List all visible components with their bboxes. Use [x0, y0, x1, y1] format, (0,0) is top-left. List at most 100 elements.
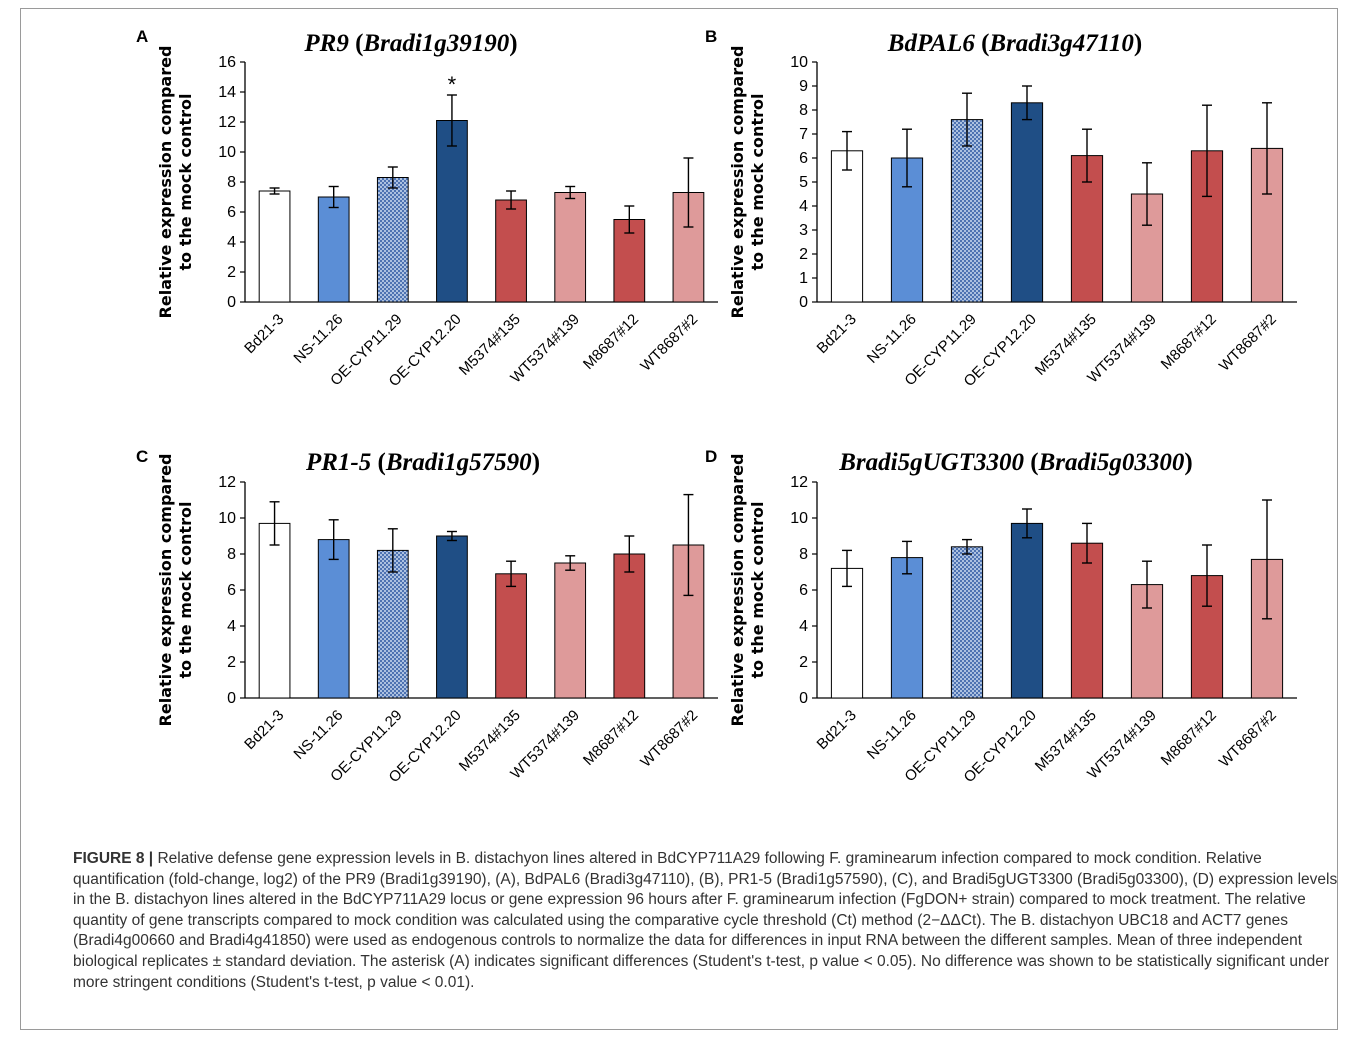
- y-tick-label: 2: [799, 654, 808, 671]
- x-tick-label: WT8687#2: [637, 311, 701, 375]
- chart-title-paren-open: (: [1030, 449, 1038, 476]
- chart-title-gene: PR9: [303, 30, 355, 57]
- x-tick-label: WT8687#2: [637, 707, 701, 771]
- bar-Bd21-3: [258, 522, 291, 699]
- y-axis-label-line2: to the mock control: [748, 502, 767, 679]
- y-axis-label-line1: Relative expression compared: [156, 46, 175, 319]
- x-tick-label: Bd21-3: [814, 707, 860, 753]
- y-tick-label: 12: [790, 474, 808, 491]
- y-tick-label: 4: [227, 234, 236, 251]
- bar-Bd21-3: [258, 190, 291, 303]
- bar-NS-11.26: [317, 196, 350, 303]
- figure-caption: FIGURE 8 | Relative defense gene express…: [73, 849, 1341, 993]
- y-axis-label-line1: Relative expression compared: [156, 454, 175, 727]
- y-tick-label: 2: [799, 246, 808, 263]
- y-tick-label: 10: [790, 54, 808, 71]
- chart-title-gene: BdPAL6: [887, 30, 981, 57]
- y-tick-label: 12: [218, 114, 236, 131]
- bar-Bd21-3: [830, 150, 864, 303]
- y-tick-label: 7: [799, 126, 808, 143]
- x-tick-label: Bd21-3: [814, 311, 860, 357]
- x-tick-label: M8687#12: [1158, 707, 1220, 769]
- y-tick-label: 12: [218, 474, 236, 491]
- y-axis-label-line1: Relative expression compared: [728, 46, 747, 319]
- y-tick-label: 0: [227, 690, 236, 707]
- y-tick-label: 0: [799, 294, 808, 311]
- y-tick-label: 2: [227, 264, 236, 281]
- chart-title-locus: Bradi5g03300: [1038, 449, 1185, 476]
- bar-M5374#135: [495, 199, 527, 303]
- caption-label: FIGURE 8 |: [73, 850, 154, 867]
- x-tick-label: WT8687#2: [1216, 311, 1280, 375]
- y-tick-label: 10: [790, 510, 808, 527]
- chart-title-paren-open: (: [378, 449, 386, 476]
- chart-title-paren-close: ): [532, 449, 540, 476]
- bar-Bd21-3: [830, 567, 864, 699]
- y-tick-label: 4: [799, 198, 808, 215]
- bar-NS-11.26: [890, 557, 924, 699]
- chart-title-paren-open: (: [981, 30, 989, 57]
- x-tick-label: Bd21-3: [241, 311, 287, 357]
- x-tick-label: WT8687#2: [1216, 707, 1280, 771]
- bar-OE-CYP12.20: [436, 120, 468, 303]
- chart-title-gene: Bradi5gUGT3300: [838, 449, 1030, 476]
- chart-title-gene: PR1-5: [305, 449, 378, 476]
- panel-letter: A: [136, 27, 148, 46]
- chart-title-locus: Bradi1g57590: [385, 449, 532, 476]
- caption-text: Relative defense gene expression levels …: [73, 850, 1338, 991]
- chart-title: Bradi5gUGT3300 (Bradi5g03300): [838, 449, 1193, 476]
- y-tick-label: 10: [218, 510, 236, 527]
- bar-WT5374#139: [554, 192, 587, 303]
- chart-title-locus: Bradi1g39190: [362, 30, 509, 57]
- y-tick-label: 4: [799, 618, 808, 635]
- y-tick-label: 2: [227, 654, 236, 671]
- y-axis-label-line2: to the mock control: [176, 94, 195, 271]
- y-tick-label: 6: [799, 582, 808, 599]
- chart-panel-a: A PR9 (Bradi1g39190) Relative expression c…: [136, 27, 718, 390]
- y-tick-label: 3: [799, 222, 808, 239]
- y-tick-label: 6: [227, 582, 236, 599]
- y-tick-label: 14: [218, 84, 236, 101]
- charts-canvas: A PR9 (Bradi1g39190)Relative expression c…: [136, 27, 1297, 786]
- chart-title-paren-open: (: [355, 30, 363, 57]
- x-tick-label: NS-11.26: [290, 311, 346, 367]
- bar-OE-CYP11.29: [376, 177, 409, 303]
- y-tick-label: 8: [227, 174, 236, 191]
- x-tick-label: NS-11.26: [290, 707, 346, 763]
- y-tick-label: 0: [799, 690, 808, 707]
- y-tick-label: 8: [227, 546, 236, 563]
- panel-letter: C: [136, 447, 148, 466]
- y-tick-label: 6: [227, 204, 236, 221]
- x-tick-label: NS-11.26: [864, 311, 920, 367]
- x-tick-label: Bd21-3: [241, 707, 287, 753]
- chart-title: PR9 (Bradi1g39190): [303, 30, 517, 57]
- chart-title-paren-close: ): [1134, 30, 1142, 57]
- chart-title: BdPAL6 (Bradi3g47110): [887, 30, 1142, 57]
- y-tick-label: 8: [799, 546, 808, 563]
- figure-frame: A PR9 (Bradi1g39190) Relative expression c…: [20, 8, 1338, 1030]
- panel-letter: B: [705, 27, 717, 46]
- y-tick-label: 10: [218, 144, 236, 161]
- chart-panel-c: C PR1-5 (Bradi1g57590) Relative expression…: [136, 447, 718, 786]
- y-tick-label: 0: [227, 294, 236, 311]
- y-tick-label: 9: [799, 78, 808, 95]
- x-tick-label: M8687#12: [1158, 311, 1220, 373]
- bar-OE-CYP11.29: [950, 546, 984, 699]
- chart-panel-d: D Bradi5gUGT3300 (Bradi5g03300) Relative e…: [705, 447, 1297, 786]
- chart-title-paren-close: ): [509, 30, 517, 57]
- bar-M5374#135: [495, 573, 527, 699]
- y-tick-label: 16: [218, 54, 236, 71]
- bar-NS-11.26: [317, 539, 350, 699]
- chart-title-locus: Bradi3g47110: [988, 30, 1134, 57]
- y-axis-label-line2: to the mock control: [176, 502, 195, 679]
- bar-WT5374#139: [554, 562, 587, 699]
- y-axis-label-line2: to the mock control: [748, 94, 767, 271]
- x-tick-label: NS-11.26: [864, 707, 920, 763]
- chart-title: PR1-5 (Bradi1g57590): [305, 449, 540, 476]
- significance-asterisk: *: [448, 72, 457, 97]
- y-tick-label: 6: [799, 150, 808, 167]
- bar-M8687#12: [613, 553, 646, 699]
- bar-OE-CYP11.29: [950, 119, 984, 303]
- chart-panel-b: B BdPAL6 (Bradi3g47110) Relative expressio…: [705, 27, 1297, 390]
- y-tick-label: 5: [799, 174, 808, 191]
